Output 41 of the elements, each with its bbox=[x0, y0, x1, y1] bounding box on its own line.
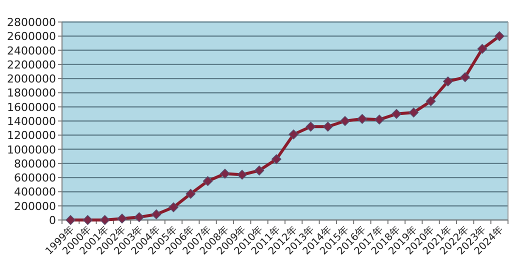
y-tick-label: 2200000 bbox=[7, 58, 56, 72]
y-tick-label: 1400000 bbox=[7, 115, 56, 128]
y-tick-label: 2800000 bbox=[7, 16, 56, 29]
y-tick-label: 2000000 bbox=[7, 72, 56, 86]
y-tick-label: 1000000 bbox=[7, 143, 56, 156]
y-tick-label: 200000 bbox=[14, 200, 56, 213]
point bbox=[237, 170, 248, 180]
y-tick-label: 400000 bbox=[14, 186, 56, 199]
point bbox=[151, 209, 162, 220]
y-tick-label: 2400000 bbox=[7, 44, 56, 58]
point bbox=[477, 44, 488, 54]
point bbox=[392, 109, 402, 119]
point bbox=[340, 116, 350, 126]
y-tick-label: 1600000 bbox=[7, 100, 56, 114]
point bbox=[460, 72, 470, 82]
y-tick-label: 800000 bbox=[14, 157, 56, 170]
y-tick-label: 0 bbox=[49, 214, 56, 227]
y-tick-label: 1800000 bbox=[7, 86, 56, 100]
point bbox=[426, 96, 436, 106]
y-tick-label: 1200000 bbox=[7, 129, 56, 142]
point bbox=[117, 214, 127, 224]
y-tick-label: 600000 bbox=[14, 172, 56, 185]
point bbox=[494, 31, 504, 42]
point bbox=[443, 76, 453, 86]
point bbox=[66, 215, 76, 225]
point bbox=[100, 215, 110, 225]
point bbox=[254, 166, 264, 176]
point bbox=[408, 108, 419, 118]
point bbox=[288, 130, 298, 140]
point bbox=[134, 212, 144, 222]
point bbox=[186, 188, 196, 199]
point bbox=[202, 176, 213, 186]
point bbox=[322, 122, 333, 132]
point bbox=[168, 202, 178, 212]
point bbox=[357, 114, 368, 124]
point bbox=[220, 168, 230, 179]
point bbox=[82, 215, 93, 225]
point bbox=[306, 122, 316, 132]
point bbox=[272, 154, 282, 164]
y-tick-label: 2600000 bbox=[7, 30, 56, 44]
point bbox=[374, 114, 384, 124]
